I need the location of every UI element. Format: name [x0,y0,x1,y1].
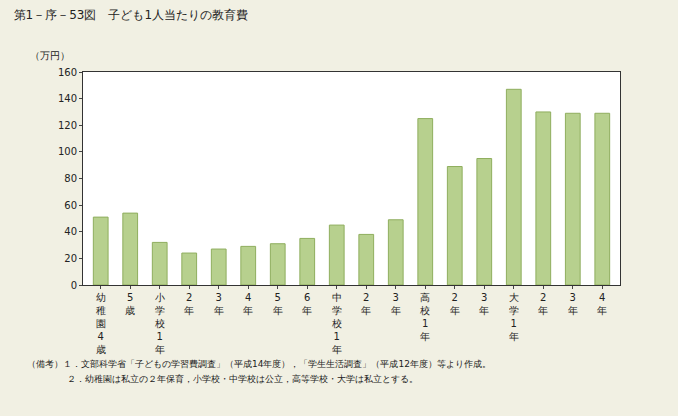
svg-text:4年: 4年 [243,292,253,316]
svg-text:40: 40 [64,226,77,237]
svg-text:中学校1年: 中学校1年 [331,292,342,355]
svg-text:0: 0 [71,280,77,291]
svg-text:高校1年: 高校1年 [419,292,430,342]
svg-text:60: 60 [64,200,77,211]
svg-text:3年: 3年 [214,292,224,316]
svg-text:3年: 3年 [568,292,578,316]
svg-text:大学1年: 大学1年 [509,292,519,342]
svg-text:3年: 3年 [479,292,489,316]
svg-text:20: 20 [64,253,77,264]
svg-text:140: 140 [58,93,77,104]
svg-text:2年: 2年 [538,292,548,316]
svg-text:（備考）１．文部科学省「子どもの学習費調査」（平成14年度）: （備考）１．文部科学省「子どもの学習費調査」（平成14年度），「学生生活調査」（… [27,359,491,369]
svg-text:4年: 4年 [597,292,607,316]
svg-text:幼稚園4歳: 幼稚園4歳 [96,292,106,355]
svg-text:（万円）: （万円） [30,50,70,61]
svg-text:3年: 3年 [391,292,401,316]
svg-text:２．幼稚園は私立の２年保育，小学校・中学校は公立，高等学校・: ２．幼稚園は私立の２年保育，小学校・中学校は公立，高等学校・大学は私立とする。 [67,374,418,384]
svg-text:80: 80 [64,173,77,184]
svg-text:6年: 6年 [302,292,312,316]
svg-text:5年: 5年 [273,292,283,316]
svg-text:100: 100 [58,146,77,157]
svg-text:2年: 2年 [450,292,460,316]
svg-text:160: 160 [58,67,77,78]
svg-text:2年: 2年 [184,292,194,316]
svg-text:第1－序－53図 子ども1人当たりの教育費: 第1－序－53図 子ども1人当たりの教育費 [14,8,249,22]
svg-text:2年: 2年 [361,292,371,316]
svg-text:5歳: 5歳 [125,292,135,316]
svg-text:小学校1年: 小学校1年 [154,292,165,355]
svg-text:120: 120 [58,120,77,131]
